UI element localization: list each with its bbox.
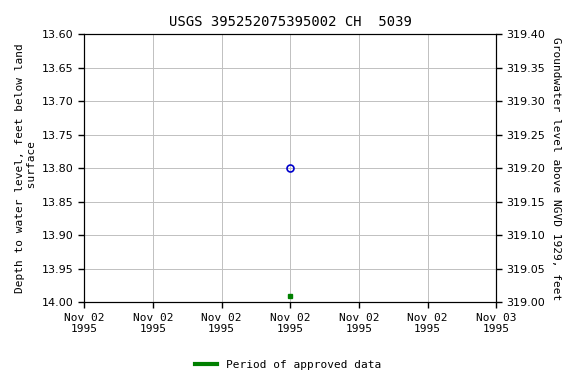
Legend: Period of approved data: Period of approved data xyxy=(191,356,385,375)
Y-axis label: Depth to water level, feet below land
 surface: Depth to water level, feet below land su… xyxy=(15,43,37,293)
Y-axis label: Groundwater level above NGVD 1929, feet: Groundwater level above NGVD 1929, feet xyxy=(551,37,561,300)
Title: USGS 395252075395002 CH  5039: USGS 395252075395002 CH 5039 xyxy=(169,15,412,29)
